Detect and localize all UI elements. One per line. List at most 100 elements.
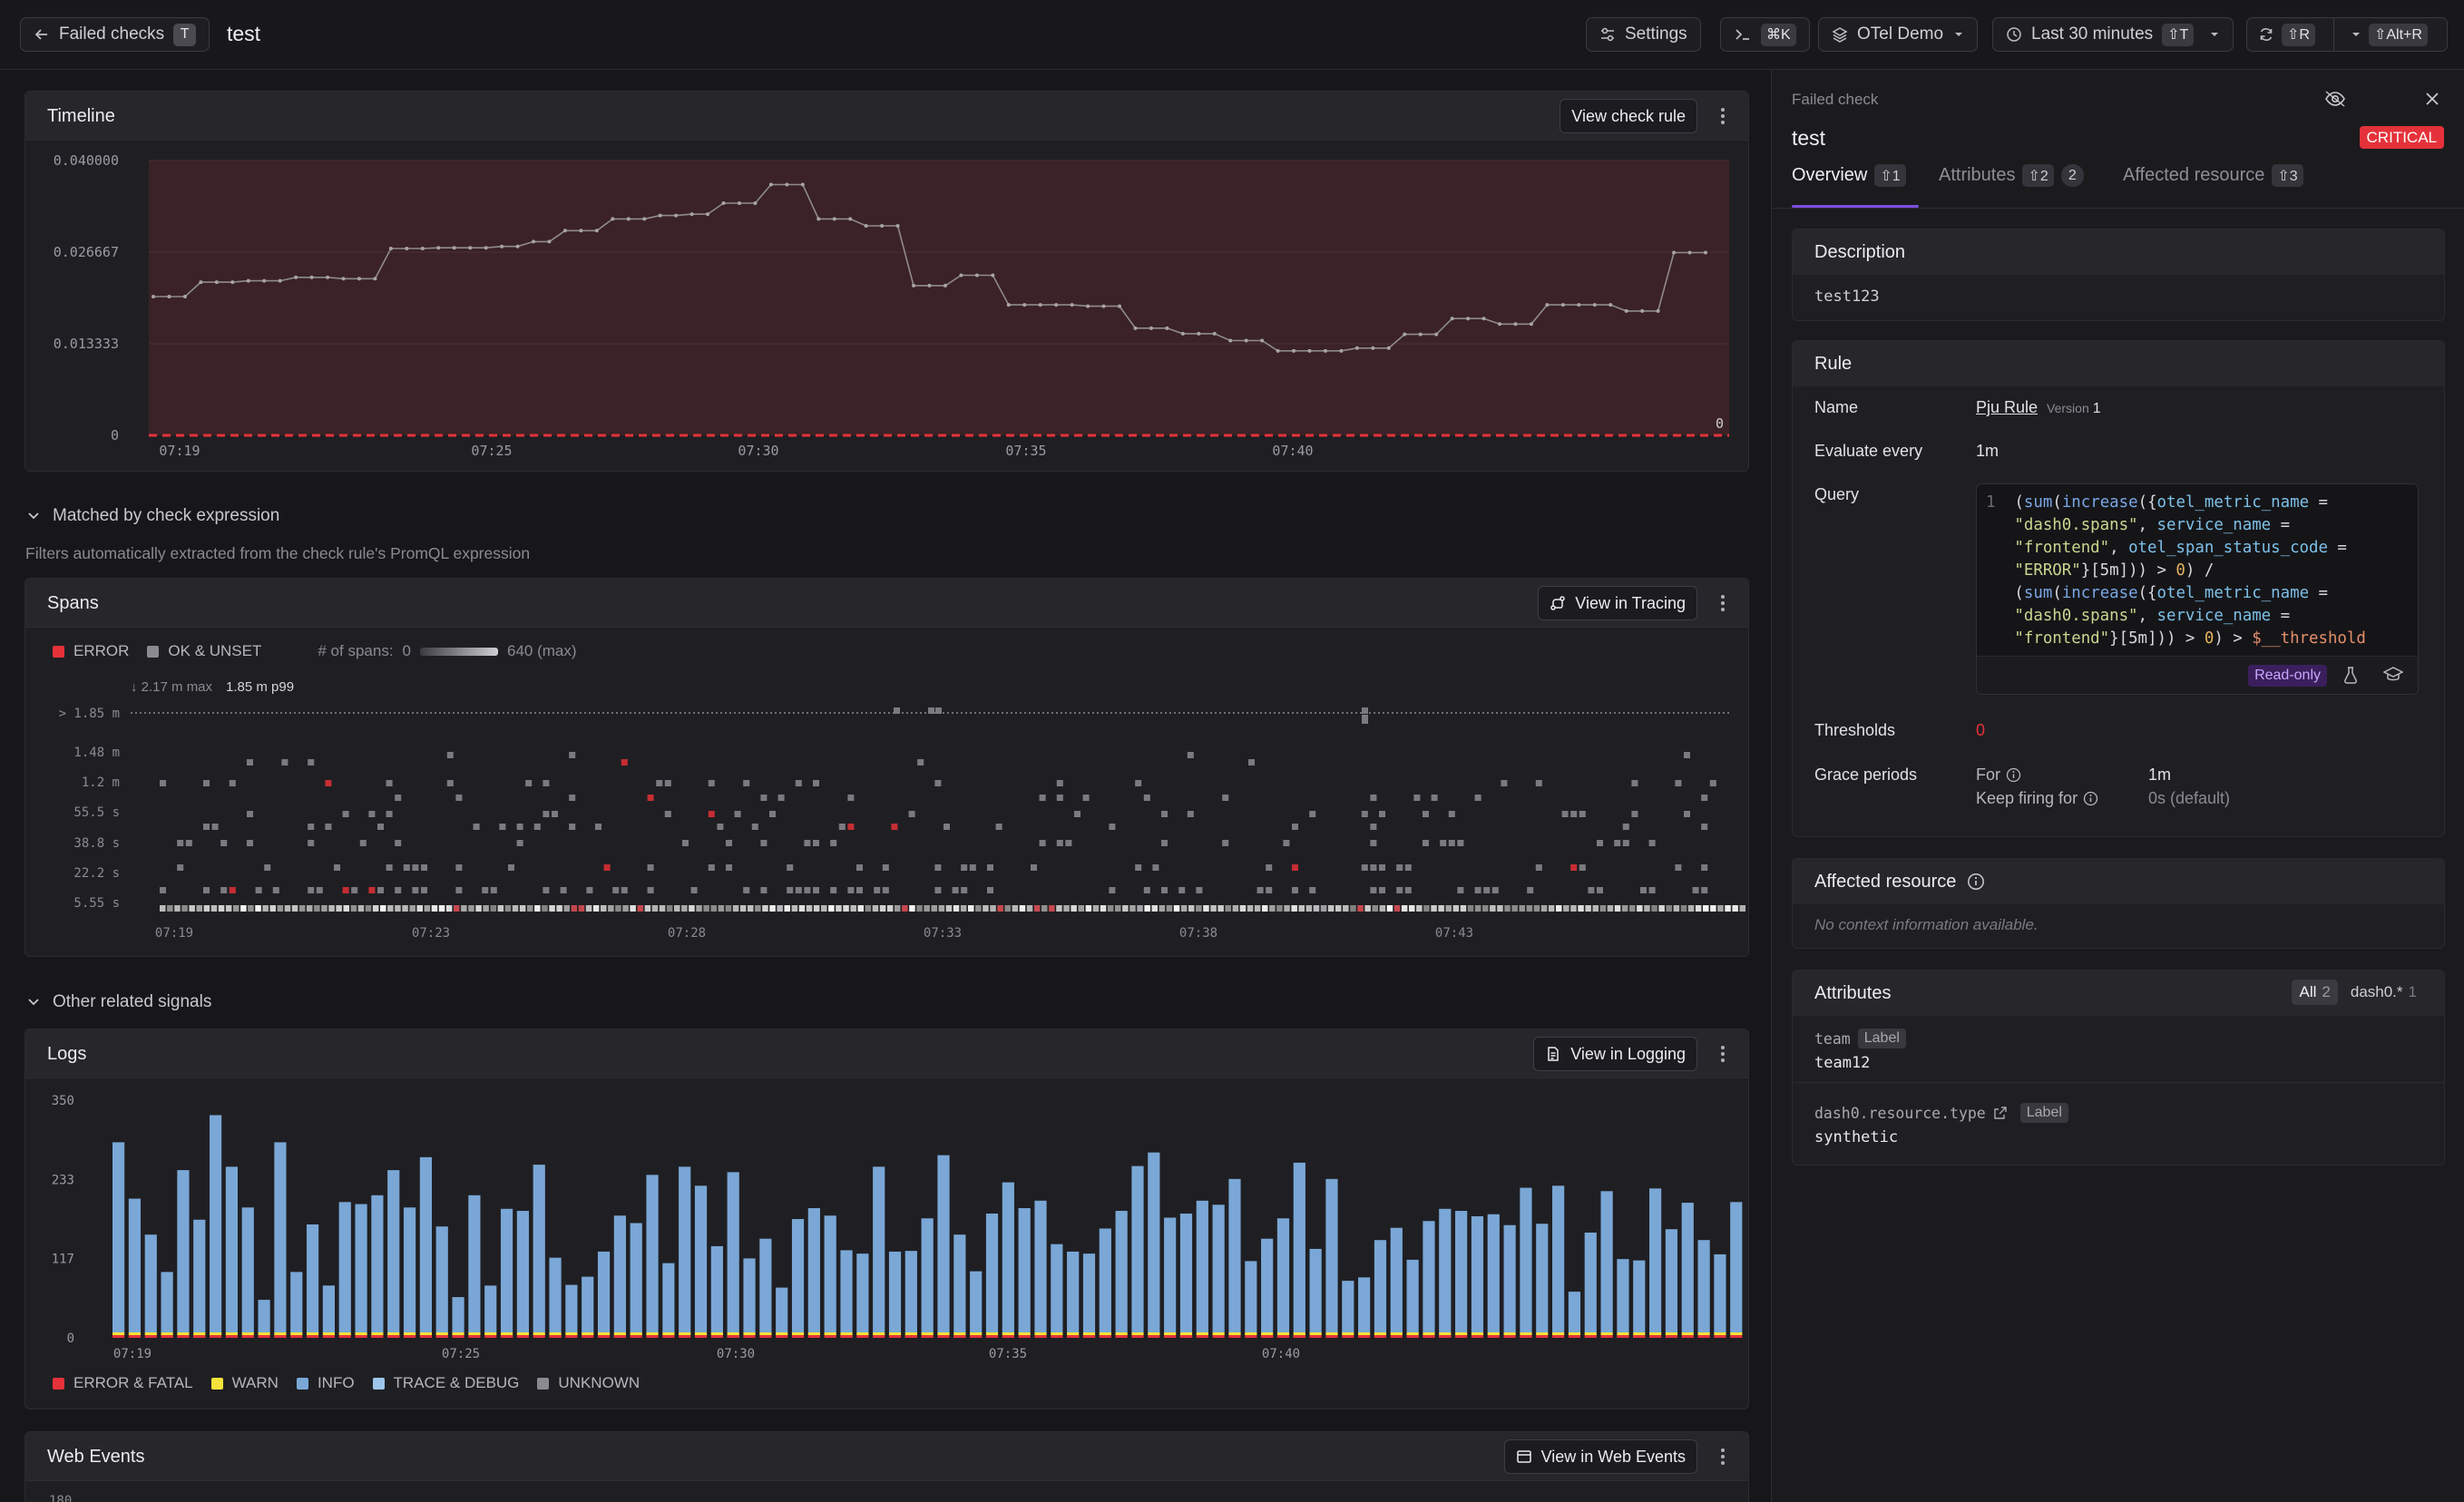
bar-warn — [776, 1332, 788, 1335]
bar-warn — [1536, 1332, 1549, 1335]
bar-info — [452, 1297, 464, 1332]
refresh-button[interactable]: ⇧R — [2247, 23, 2324, 46]
query-editor[interactable]: 1 (sum(increase({otel_metric_name = "das… — [1976, 483, 2419, 695]
affected-resource-header: Affected resource — [1793, 859, 2444, 904]
affected-resource-empty: No context information available. — [1814, 916, 2039, 933]
other-signals-toggle[interactable]: Other related signals — [27, 992, 211, 1012]
grace-keep-value: 0s (default) — [2148, 789, 2231, 807]
settings-button[interactable]: Settings — [1586, 17, 1701, 52]
matched-section-toggle[interactable]: Matched by check expression — [27, 506, 279, 526]
x-tick-label: 07:40 — [1262, 1347, 1300, 1361]
tab-affected-resource[interactable]: Affected resource ⇧3 — [2123, 164, 2303, 187]
heatmap-cell — [894, 707, 900, 714]
filter-dash0[interactable]: dash0.* 1 — [2343, 980, 2424, 1005]
log-bar — [582, 1276, 594, 1338]
graduation-cap-icon[interactable] — [2383, 666, 2403, 684]
info-icon[interactable] — [2083, 791, 2098, 806]
heatmap-cell — [210, 905, 218, 912]
more-options-icon[interactable] — [1714, 591, 1732, 615]
bar-info — [597, 1251, 611, 1332]
bar-error — [193, 1335, 206, 1338]
heatmap-cell — [1173, 905, 1180, 912]
dataset-select[interactable]: OTel Demo — [1818, 17, 1978, 52]
heatmap-cell — [291, 905, 298, 912]
log-bar — [1115, 1211, 1128, 1338]
flask-icon[interactable] — [2342, 665, 2360, 685]
heatmap-cell — [1404, 887, 1412, 893]
bar-warn — [1148, 1332, 1160, 1335]
info-icon[interactable] — [1967, 873, 1985, 891]
data-point — [1054, 303, 1059, 307]
heatmap-cell — [1483, 887, 1491, 893]
more-options-icon[interactable] — [1714, 104, 1732, 128]
bar-error — [306, 1335, 319, 1338]
more-options-icon[interactable] — [1714, 1042, 1732, 1066]
heatmap-cell — [1701, 824, 1708, 830]
heatmap-cell — [1431, 795, 1438, 801]
bar-error — [144, 1335, 157, 1338]
bar-warn — [791, 1332, 805, 1335]
bar-warn — [1600, 1332, 1613, 1335]
heatmap-cell — [1692, 887, 1699, 893]
heatmap-cell — [615, 905, 621, 912]
heatmap-cell — [987, 864, 993, 871]
info-icon[interactable] — [2006, 767, 2021, 783]
log-bar — [1325, 1178, 1338, 1338]
log-bar — [1245, 1261, 1257, 1338]
bar-error — [953, 1335, 966, 1338]
bar-info — [1309, 1248, 1322, 1332]
close-icon[interactable] — [2423, 90, 2441, 108]
view-in-tracing-button[interactable]: View in Tracing — [1538, 586, 1697, 620]
heatmap-cell — [656, 780, 663, 786]
external-link-icon[interactable] — [1993, 1106, 2008, 1120]
back-button[interactable]: Failed checks T — [20, 17, 210, 52]
heatmap-cell — [874, 887, 881, 893]
heatmap-cell — [211, 824, 219, 830]
data-point — [611, 217, 615, 221]
caret-down-icon — [2209, 30, 2220, 39]
y-tick-label: 117 — [52, 1253, 74, 1267]
heatmap-cell — [177, 864, 184, 871]
heatmap-cell — [1599, 905, 1607, 912]
time-range-select[interactable]: Last 30 minutes ⇧T — [1992, 17, 2234, 52]
log-bar — [1034, 1200, 1047, 1338]
view-in-logging-button[interactable]: View in Logging — [1533, 1037, 1697, 1071]
heatmap-cell — [1143, 887, 1150, 893]
data-point — [405, 246, 409, 250]
log-bar — [500, 1208, 513, 1338]
filter-all[interactable]: All 2 — [2292, 980, 2338, 1005]
heatmap-cell — [813, 780, 819, 786]
bar-warn — [1358, 1332, 1371, 1335]
bar-info — [338, 1202, 351, 1332]
heatmap-cell — [446, 780, 454, 786]
page-title: test — [227, 22, 261, 45]
log-bar — [128, 1198, 142, 1338]
heatmap-cell — [791, 905, 798, 912]
data-point — [1577, 303, 1581, 307]
more-options-icon[interactable] — [1714, 1445, 1732, 1468]
data-point — [1656, 308, 1660, 313]
tab-overview[interactable]: Overview ⇧1 — [1792, 164, 1906, 187]
data-point — [1228, 338, 1233, 343]
rule-name-link[interactable]: Pju Rule — [1976, 398, 2039, 416]
log-bar — [1665, 1229, 1678, 1338]
bar-info — [807, 1208, 820, 1332]
tab-attributes[interactable]: Attributes ⇧2 2 — [1939, 164, 2084, 187]
view-check-rule-button[interactable]: View check rule — [1560, 99, 1697, 133]
heatmap-cell — [1115, 905, 1121, 912]
view-in-web-events-button[interactable]: View in Web Events — [1503, 1439, 1697, 1474]
log-bar — [516, 1211, 529, 1338]
eye-off-icon[interactable] — [2323, 88, 2347, 110]
heatmap-cell — [1511, 905, 1518, 912]
heatmap-cell — [696, 905, 702, 912]
heatmap-cell — [1416, 905, 1423, 912]
auto-refresh-button[interactable]: ⇧Alt+R — [2343, 23, 2435, 46]
command-palette-button[interactable]: ⌘K — [1720, 17, 1810, 52]
data-point — [294, 275, 298, 279]
heatmap-cell — [1701, 795, 1708, 801]
data-point — [959, 273, 963, 278]
heatmap-cell — [1548, 905, 1555, 912]
bar-warn — [1099, 1332, 1111, 1335]
heatmap-cell — [307, 905, 313, 912]
heatmap-cell — [1597, 840, 1603, 846]
